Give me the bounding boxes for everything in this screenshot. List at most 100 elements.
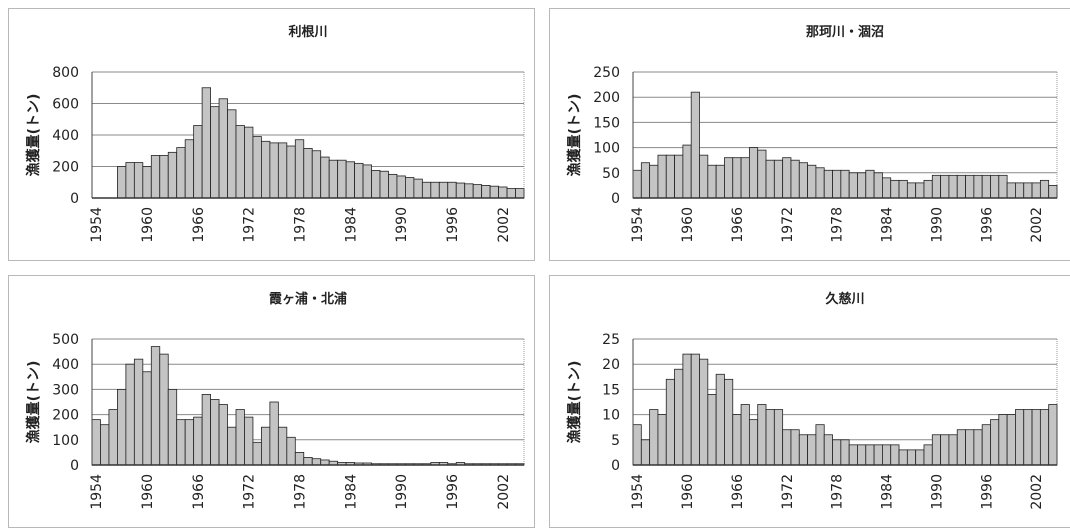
bar — [690, 91, 700, 199]
bar — [798, 434, 808, 466]
x-tick-label: 1954 — [89, 207, 105, 243]
bar — [277, 426, 288, 466]
bar — [923, 179, 933, 199]
bar — [176, 419, 186, 466]
bar — [674, 154, 684, 199]
bar — [782, 157, 792, 199]
bar — [773, 409, 784, 466]
bar — [379, 170, 389, 199]
y-tick-label: 250 — [593, 65, 620, 81]
bar — [464, 183, 474, 199]
bar — [227, 109, 237, 199]
x-tick-label: 1972 — [242, 474, 258, 510]
bar — [973, 174, 983, 199]
y-tick-label: 500 — [52, 332, 79, 348]
bar — [632, 169, 642, 199]
x-tick-label: 1954 — [630, 207, 646, 243]
bar — [142, 166, 152, 199]
bar — [1015, 409, 1025, 466]
bar — [732, 414, 742, 466]
bar — [506, 188, 516, 199]
y-tick-label: 800 — [52, 65, 79, 81]
y-tick-label: 15 — [602, 382, 620, 398]
bar — [973, 429, 983, 466]
bar — [286, 436, 296, 466]
bar — [873, 444, 883, 466]
bar — [235, 125, 245, 199]
bar — [757, 404, 767, 466]
bar — [699, 358, 709, 466]
bar — [193, 416, 203, 466]
y-tick-label: 100 — [52, 433, 79, 449]
y-axis-label: 漁獲量(トン) — [566, 361, 583, 444]
y-tick-label: 150 — [593, 115, 620, 131]
bar — [882, 177, 892, 199]
bar — [481, 184, 491, 199]
bar — [715, 373, 725, 466]
bar — [201, 87, 211, 199]
y-tick-label: 400 — [52, 357, 79, 373]
bar — [640, 439, 651, 466]
bar — [865, 169, 875, 199]
x-tick-label: 1966 — [191, 207, 207, 243]
bar — [244, 126, 254, 199]
bar — [798, 162, 808, 199]
bar — [210, 399, 220, 466]
bar — [269, 401, 279, 466]
bar — [218, 98, 228, 199]
bar — [848, 444, 858, 466]
x-tick-label: 1990 — [929, 474, 945, 510]
bar — [311, 150, 322, 199]
bar — [699, 154, 709, 199]
bar — [990, 174, 1000, 199]
bar — [328, 159, 339, 199]
y-tick-label: 200 — [593, 90, 620, 106]
bar — [815, 167, 825, 199]
y-axis-label: 漁獲量(トン) — [25, 361, 42, 444]
bar — [832, 439, 842, 466]
bar — [857, 172, 867, 199]
bar — [707, 164, 717, 199]
bar — [890, 179, 900, 199]
bar — [732, 157, 742, 199]
bar — [354, 162, 364, 199]
x-tick-label: 1984 — [343, 474, 359, 510]
chart-panel-kuji: 久慈川 漁獲量(トン) 0 5 10 15 20 25 1954 1960 1966 1972 1978… — [549, 275, 1070, 528]
y-tick-label: 20 — [602, 357, 620, 373]
bar — [108, 409, 118, 466]
bar — [665, 378, 675, 466]
bar — [757, 149, 767, 199]
bar — [320, 459, 330, 466]
x-tick-label: 1960 — [140, 474, 156, 510]
bar — [848, 172, 858, 199]
x-tick-label: 1966 — [730, 207, 746, 243]
bar — [252, 441, 262, 466]
y-tick-label: 10 — [602, 408, 620, 424]
y-tick-label: 300 — [52, 382, 79, 398]
bar — [665, 154, 675, 199]
bar — [740, 404, 750, 466]
bar — [1015, 182, 1025, 199]
y-tick-label: 5 — [611, 433, 620, 449]
bar — [840, 439, 850, 466]
x-tick-label: 1978 — [830, 474, 846, 510]
bar — [1039, 409, 1050, 466]
bar — [931, 434, 942, 466]
bar — [167, 389, 178, 466]
bar — [906, 449, 917, 466]
bar — [823, 434, 833, 466]
bar — [261, 140, 271, 199]
bar — [362, 164, 372, 199]
bar — [865, 444, 875, 466]
bar — [832, 169, 842, 199]
chart-title: 霞ヶ浦・北浦 — [269, 291, 347, 307]
bar — [252, 136, 262, 199]
chart-panel-kasumigaura: 霞ヶ浦・北浦 漁獲量(トン) 0 100 200 300 400 500 1954 1960 196… — [8, 275, 535, 528]
bar — [956, 174, 966, 199]
x-tick-label: 1996 — [445, 474, 461, 510]
y-tick-label: 400 — [52, 128, 79, 144]
x-tick-label: 1954 — [630, 474, 646, 510]
x-tick-label: 1960 — [680, 474, 696, 510]
